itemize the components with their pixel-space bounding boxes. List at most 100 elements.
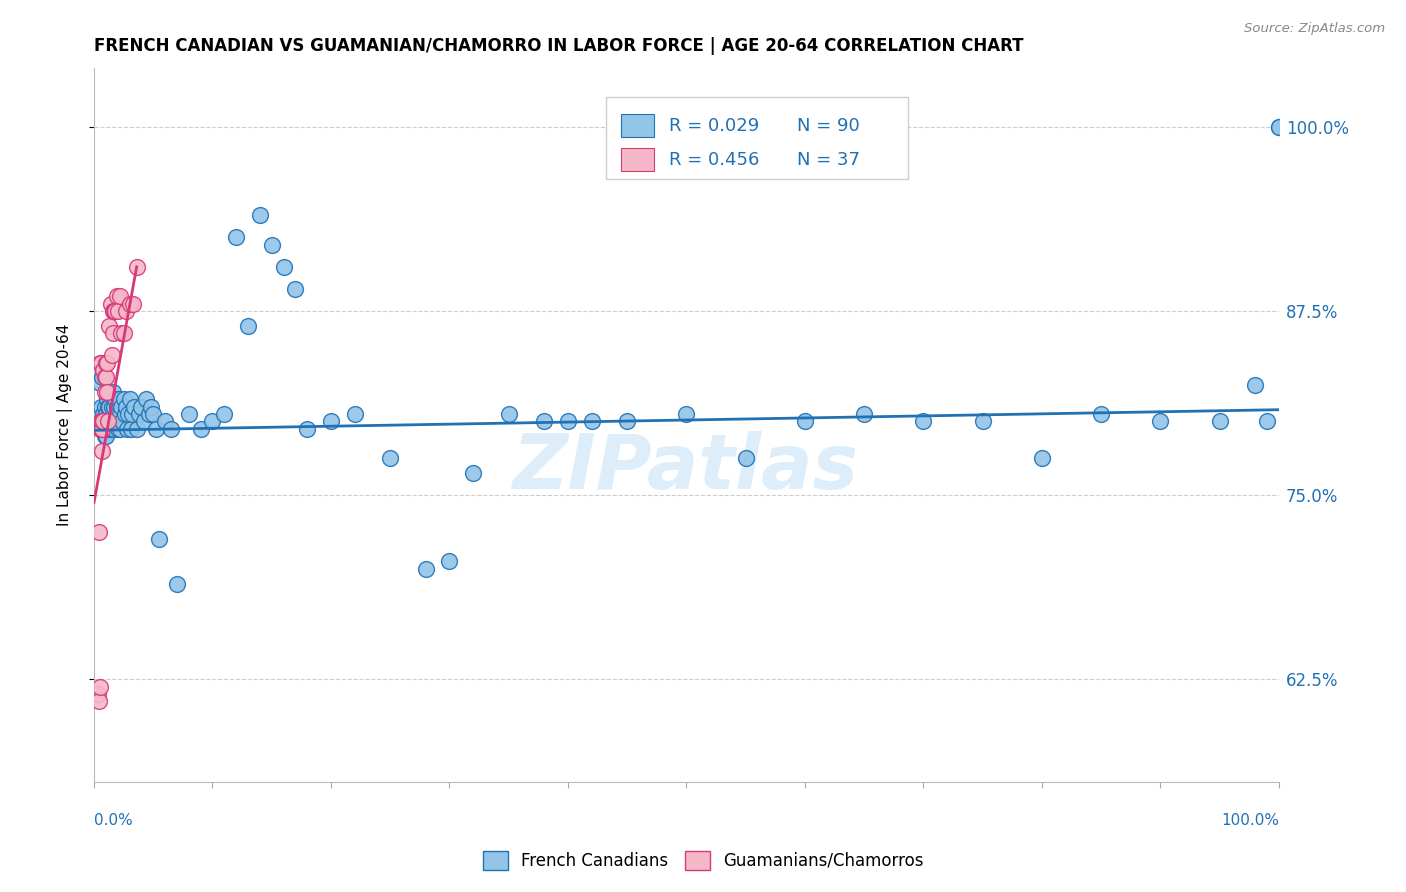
Point	[118, 392, 141, 407]
Point	[101, 348, 124, 362]
Point	[101, 400, 124, 414]
Point	[118, 296, 141, 310]
Point	[107, 407, 129, 421]
Point	[89, 355, 111, 369]
Point	[110, 326, 132, 340]
Point	[89, 680, 111, 694]
Point	[104, 304, 127, 318]
Point	[125, 260, 148, 274]
Point	[108, 407, 131, 421]
Legend: French Canadians, Guamanians/Chamorros: French Canadians, Guamanians/Chamorros	[475, 844, 931, 877]
Point	[1256, 415, 1278, 429]
Point	[135, 392, 157, 407]
Point	[138, 407, 160, 421]
Point	[145, 422, 167, 436]
Point	[128, 407, 150, 421]
Point	[87, 524, 110, 539]
Point	[94, 429, 117, 443]
Point	[1244, 377, 1267, 392]
Point	[177, 407, 200, 421]
Point	[581, 415, 603, 429]
Point	[319, 415, 342, 429]
Point	[124, 400, 146, 414]
Point	[90, 355, 112, 369]
Point	[201, 415, 224, 429]
FancyBboxPatch shape	[621, 148, 654, 171]
Point	[120, 422, 142, 436]
Point	[249, 208, 271, 222]
Point	[104, 392, 127, 407]
Point	[103, 400, 125, 414]
Point	[104, 415, 127, 429]
Point	[117, 407, 139, 421]
Point	[91, 422, 114, 436]
Point	[96, 355, 118, 369]
Point	[105, 289, 128, 303]
Point	[734, 451, 756, 466]
Point	[1031, 451, 1053, 466]
Point	[101, 326, 124, 340]
Point	[101, 415, 124, 429]
Point	[90, 415, 112, 429]
Y-axis label: In Labor Force | Age 20-64: In Labor Force | Age 20-64	[58, 324, 73, 526]
Point	[121, 407, 143, 421]
Point	[103, 304, 125, 318]
Point	[236, 318, 259, 333]
Point	[1149, 415, 1171, 429]
Text: R = 0.456: R = 0.456	[669, 151, 759, 169]
Point	[98, 318, 121, 333]
Point	[160, 422, 183, 436]
Point	[93, 370, 115, 384]
Point	[153, 415, 176, 429]
Point	[90, 400, 112, 414]
Point	[101, 422, 124, 436]
Point	[225, 230, 247, 244]
Point	[131, 400, 153, 414]
Point	[93, 407, 115, 421]
Point	[108, 392, 131, 407]
Point	[89, 422, 111, 436]
Text: 100.0%: 100.0%	[1220, 813, 1279, 828]
Point	[343, 407, 366, 421]
Point	[111, 415, 134, 429]
Point	[616, 415, 638, 429]
FancyBboxPatch shape	[621, 114, 654, 137]
Point	[107, 422, 129, 436]
Point	[91, 444, 114, 458]
Point	[415, 562, 437, 576]
Point	[498, 407, 520, 421]
Point	[87, 694, 110, 708]
Point	[148, 533, 170, 547]
Point	[139, 400, 162, 414]
FancyBboxPatch shape	[606, 96, 908, 178]
Point	[97, 415, 120, 429]
Point	[91, 370, 114, 384]
Point	[108, 289, 131, 303]
Point	[190, 422, 212, 436]
Point	[93, 429, 115, 443]
Text: N = 37: N = 37	[797, 151, 859, 169]
Point	[93, 384, 115, 399]
Point	[115, 400, 138, 414]
Text: 0.0%: 0.0%	[94, 813, 132, 828]
Text: ZIPatlas: ZIPatlas	[513, 431, 859, 505]
Point	[142, 407, 165, 421]
Text: Source: ZipAtlas.com: Source: ZipAtlas.com	[1244, 22, 1385, 36]
Point	[91, 422, 114, 436]
Point	[132, 415, 155, 429]
Point	[793, 415, 815, 429]
Point	[107, 304, 129, 318]
Point	[463, 466, 485, 480]
Point	[101, 304, 124, 318]
Point	[91, 415, 114, 429]
Point	[97, 415, 120, 429]
Text: FRENCH CANADIAN VS GUAMANIAN/CHAMORRO IN LABOR FORCE | AGE 20-64 CORRELATION CHA: FRENCH CANADIAN VS GUAMANIAN/CHAMORRO IN…	[94, 37, 1024, 55]
Text: N = 90: N = 90	[797, 117, 859, 135]
Point	[273, 260, 295, 274]
Point	[112, 326, 135, 340]
Point	[260, 237, 283, 252]
Point	[1208, 415, 1230, 429]
Point	[97, 400, 120, 414]
Point	[94, 355, 117, 369]
Point	[96, 422, 118, 436]
